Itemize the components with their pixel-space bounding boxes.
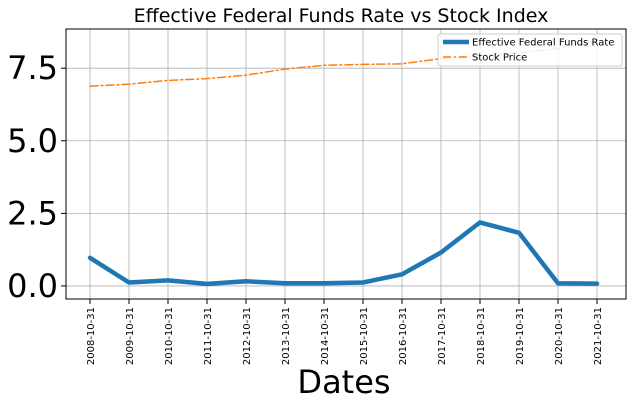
x-tick-label: 2012-10-31 xyxy=(242,307,253,365)
x-tick-label: 2011-10-31 xyxy=(203,307,214,365)
chart-title: Effective Federal Funds Rate vs Stock In… xyxy=(134,5,549,27)
x-tick-label: 2010-10-31 xyxy=(164,307,175,365)
x-tick-label: 2013-10-31 xyxy=(281,307,292,365)
x-tick-label: 2019-10-31 xyxy=(515,307,526,365)
legend-label: Stock Price xyxy=(472,53,527,64)
x-axis-label: Dates xyxy=(297,363,390,401)
legend-label: Effective Federal Funds Rate xyxy=(472,38,614,49)
legend-box xyxy=(437,33,623,67)
x-axis: 2008-10-31 2009-10-31 2010-10-31 2011-10-31… xyxy=(86,299,604,365)
y-axis: 0.0 2.5 5.0 7.5 xyxy=(7,49,66,305)
y-tick-label: 0.0 xyxy=(7,267,58,305)
y-tick-label: 2.5 xyxy=(7,194,58,232)
y-tick-label: 5.0 xyxy=(7,122,58,160)
series-group xyxy=(87,39,600,287)
plot-area xyxy=(65,28,627,300)
series-line-0 xyxy=(87,220,600,287)
x-tick-label: 2014-10-31 xyxy=(320,307,331,365)
x-tick-label: 2008-10-31 xyxy=(86,307,97,365)
legend: Effective Federal Funds Rate Stock Price xyxy=(437,33,623,67)
x-tick-label: 2020-10-31 xyxy=(554,307,565,365)
x-tick-label: 2017-10-31 xyxy=(437,307,448,365)
grid xyxy=(66,29,626,299)
x-tick-label: 2021-10-31 xyxy=(593,307,604,365)
x-tick-label: 2016-10-31 xyxy=(398,307,409,365)
x-tick-label: 2015-10-31 xyxy=(359,307,370,365)
x-tick-label: 2009-10-31 xyxy=(125,307,136,365)
x-tick-label: 2018-10-31 xyxy=(476,307,487,365)
y-tick-label: 7.5 xyxy=(7,49,58,87)
